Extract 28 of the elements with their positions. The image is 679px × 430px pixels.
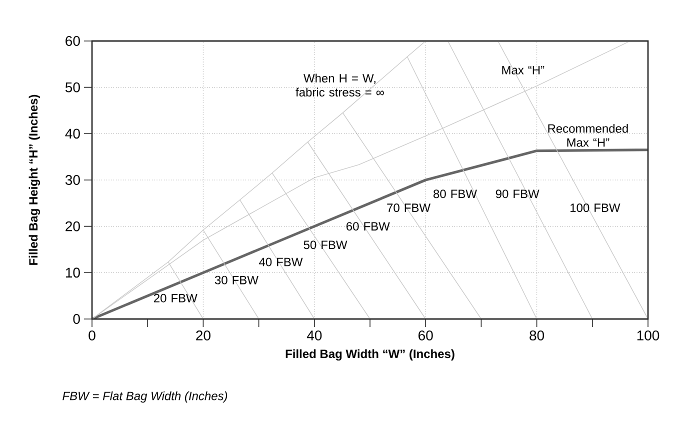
x-tick-label: 0 [88,330,96,340]
series-label: 50 FBW [304,240,348,250]
series-label: 20 FBW [154,294,198,302]
y-tick-label: 10 [66,268,80,278]
y-tick-label: 20 [66,221,80,232]
series-label: 80 FBW [434,190,477,198]
y-axis-title: Filled Bag Height “H” (Inches) [28,94,40,265]
y-tick-label: 30 [65,175,80,185]
series-label: 70 FBW [387,204,430,212]
y-tick-label: 50 [65,82,80,92]
y-tick-label: 0 [73,314,80,324]
x-tick-label: 80 [530,330,544,340]
x-tick-label: 40 [306,330,322,340]
y-tick-label: 40 [65,128,80,139]
x-tick-label: 20 [196,330,210,340]
y-tick-label: 60 [66,36,80,46]
series-label: 30 FBW [214,276,258,284]
series-label: 90 FBW [496,190,540,198]
series-label: Recommended Max “H” [548,124,628,147]
series-label: When H = W, fabric stress = ∞ [296,74,384,97]
x-axis-title: Filled Bag Width “W” (Inches) [286,349,454,361]
x-tick-label: 100 [637,330,660,340]
text: FBW = Flat Bag Width (Inches) [62,391,228,403]
series-label: 60 FBW [346,222,390,231]
series-label: 100 FBW [570,204,620,212]
series-label: Max “H” [502,66,544,74]
x-tick-label: 60 [418,330,433,340]
series-label: 40 FBW [259,258,303,266]
